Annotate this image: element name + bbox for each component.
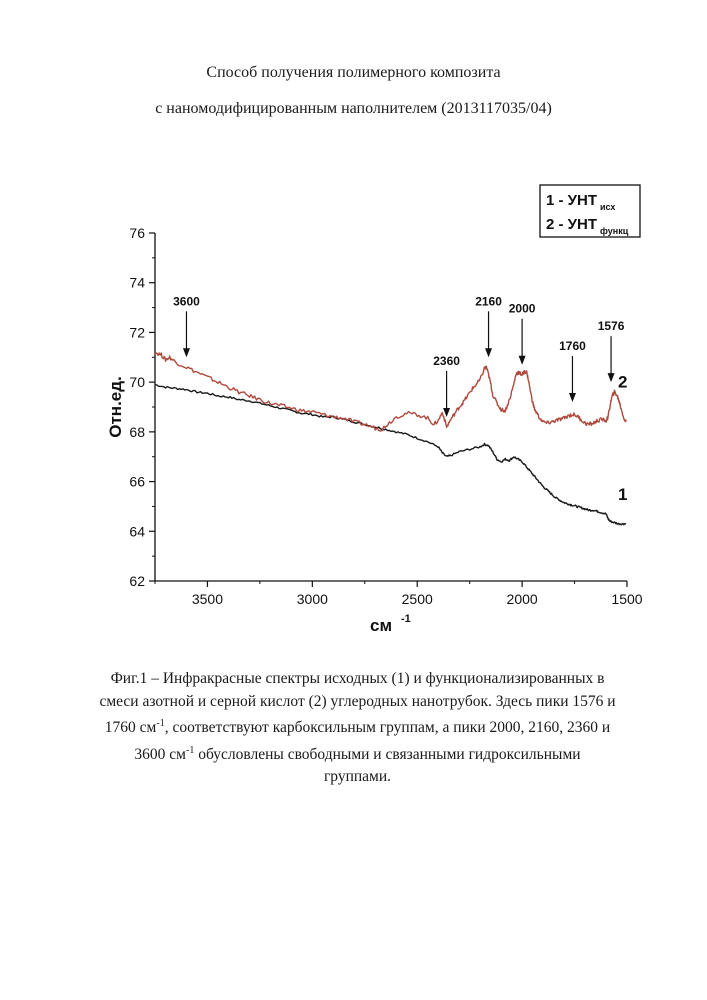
- annotation-arrow-head: [568, 393, 576, 403]
- caption-line-3: 1760 см-1, соответствуют карбоксильным г…: [70, 713, 645, 740]
- caption-superscript: -1: [156, 718, 165, 729]
- annotation-label-2360: 2360: [433, 354, 460, 368]
- ir-spectrum-chart: 62 64 66 68 70 72 74 76 3500 3000 2500 2000 1500 см -1…: [106, 184, 643, 635]
- annotation-label-3600: 3600: [173, 294, 200, 308]
- legend-entry-1: 1 - УНТ: [546, 192, 597, 209]
- caption-line-4: 3600 см-1 обусловлены свободными и связа…: [70, 740, 645, 767]
- figure-caption: Фиг.1 – Инфракрасные спектры исходных (1…: [70, 668, 645, 789]
- x-axis-label-superscript: -1: [401, 613, 411, 625]
- annotation-label-1760: 1760: [559, 339, 586, 353]
- legend-entry-subscript: функц: [600, 226, 629, 236]
- y-tick-label: 76: [129, 225, 145, 241]
- annotation-arrow-head: [443, 407, 451, 417]
- x-tick-label: 3500: [192, 591, 223, 607]
- series-label-2: 2: [618, 372, 627, 391]
- x-axis-label: см: [370, 616, 392, 635]
- caption-text: , соответствуют карбоксильным группам, а…: [164, 719, 611, 737]
- y-tick-label: 74: [129, 275, 145, 291]
- chart-series: 12: [154, 352, 627, 526]
- caption-text: 1760 см: [104, 719, 157, 737]
- caption-text: 3600 см: [134, 745, 186, 763]
- x-tick-label: 2000: [507, 591, 538, 607]
- chart-annotations: 3600 2360 2160 2000 1760 1576: [173, 294, 625, 417]
- y-tick-label: 70: [129, 374, 145, 390]
- annotation-arrow-head: [607, 373, 615, 383]
- annotation-label-2160: 2160: [475, 294, 502, 308]
- y-tick-label: 66: [129, 474, 145, 490]
- document-title-line1: Способ получения полимерного композита: [206, 64, 501, 81]
- annotation-label-2000: 2000: [509, 302, 536, 316]
- legend-entry-subscript: исх: [600, 202, 615, 212]
- legend-entry-2: 2 - УНТ: [546, 216, 597, 233]
- x-tick-label: 2500: [402, 591, 433, 607]
- caption-line-2: смеси азотной и серной кислот (2) углеро…: [99, 692, 616, 710]
- series-line-2: [154, 352, 627, 432]
- annotation-arrow-head: [485, 348, 493, 358]
- document-title-line2: с наномодифицированным наполнителем (201…: [155, 100, 552, 117]
- x-tick-label: 1500: [611, 591, 642, 607]
- y-axis-label: Отн.ед.: [106, 376, 125, 438]
- chart-axes: 62 64 66 68 70 72 74 76 3500 3000 2500 2000 1500 см -1…: [106, 225, 643, 635]
- y-tick-label: 72: [129, 324, 145, 340]
- annotation-arrow-head: [182, 348, 190, 358]
- caption-superscript: -1: [186, 744, 195, 756]
- x-tick-label: 3000: [297, 591, 328, 607]
- caption-text: обусловлены свободными и связанными гидр…: [194, 745, 581, 763]
- y-tick-label: 62: [129, 573, 145, 589]
- legend-box: [539, 184, 641, 238]
- caption-line-5: группами.: [323, 768, 392, 786]
- y-tick-label: 64: [129, 523, 145, 539]
- caption-line-1: Фиг.1 – Инфракрасные спектры исходных (1…: [110, 670, 605, 687]
- annotation-label-1576: 1576: [598, 319, 625, 333]
- annotation-arrow-head: [518, 355, 526, 365]
- series-label-1: 1: [618, 485, 627, 504]
- y-tick-label: 68: [129, 424, 145, 440]
- series-line-1: [154, 383, 627, 526]
